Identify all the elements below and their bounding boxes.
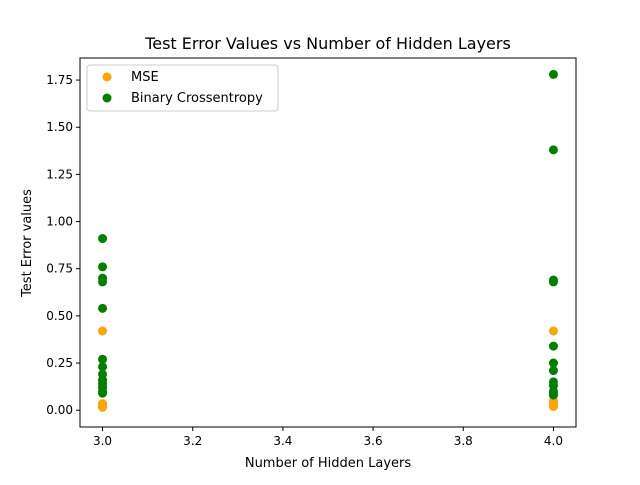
legend-marker-mse [102, 72, 112, 82]
x-tick-label: 3.6 [364, 434, 383, 448]
data-point-binary-crossentropy [98, 388, 108, 398]
data-point-binary-crossentropy [98, 354, 108, 364]
y-tick-label: 1.50 [46, 120, 73, 134]
data-point-binary-crossentropy [98, 262, 108, 272]
data-point-mse [98, 326, 108, 336]
y-tick-label: 0.75 [46, 262, 73, 276]
data-point-mse [98, 402, 108, 412]
y-tick-label: 0.00 [46, 403, 73, 417]
x-axis-ticks: 3.0 3.2 3.4 3.6 3.8 4.0 [93, 427, 563, 448]
data-point-binary-crossentropy [548, 366, 558, 376]
data-point-binary-crossentropy [98, 277, 108, 287]
points-layer [98, 69, 558, 412]
legend: MSE Binary Crossentropy [86, 64, 279, 112]
x-tick-label: 3.0 [93, 434, 112, 448]
legend-box [86, 64, 279, 112]
legend-label-mse: MSE [131, 70, 159, 85]
y-tick-label: 1.25 [46, 167, 73, 181]
x-tick-label: 3.8 [454, 434, 473, 448]
chart-title: Test Error Values vs Number of Hidden La… [144, 34, 511, 53]
data-point-binary-crossentropy [548, 69, 558, 79]
y-tick-label: 0.50 [46, 309, 73, 323]
data-point-mse [548, 401, 558, 411]
legend-label-binary-crossentropy: Binary Crossentropy [131, 91, 263, 106]
y-tick-label: 1.75 [46, 73, 73, 87]
data-point-binary-crossentropy [98, 362, 108, 372]
data-point-binary-crossentropy [548, 358, 558, 368]
x-tick-label: 3.2 [183, 434, 202, 448]
data-point-binary-crossentropy [548, 145, 558, 155]
data-point-mse [548, 326, 558, 336]
data-point-binary-crossentropy [548, 341, 558, 351]
data-point-binary-crossentropy [548, 390, 558, 400]
data-point-binary-crossentropy [98, 303, 108, 313]
y-axis-label: Test Error values [20, 189, 35, 298]
data-point-binary-crossentropy [548, 277, 558, 287]
y-axis-ticks: 0.00 0.25 0.50 0.75 1.00 1.25 1.50 1.75 [46, 73, 80, 417]
y-tick-label: 0.25 [46, 356, 73, 370]
data-point-binary-crossentropy [98, 234, 108, 244]
x-tick-label: 4.0 [544, 434, 563, 448]
plot-frame [79, 57, 577, 428]
legend-marker-binary-crossentropy [102, 93, 112, 103]
x-tick-label: 3.4 [273, 434, 292, 448]
y-tick-label: 1.00 [46, 215, 73, 229]
x-axis-label: Number of Hidden Layers [245, 456, 412, 471]
